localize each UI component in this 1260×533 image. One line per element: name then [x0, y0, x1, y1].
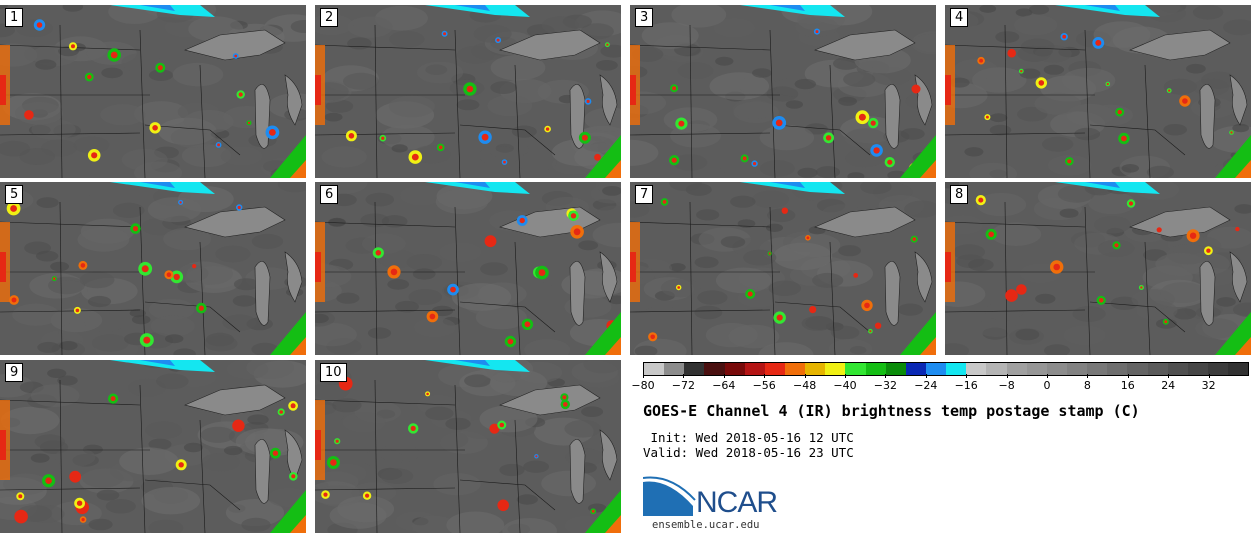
colorbar-tick — [885, 374, 887, 378]
colorbar-cell — [1207, 363, 1229, 375]
colorbar-tick — [1087, 374, 1089, 378]
panel-number-label: 10 — [320, 363, 347, 382]
colorbar-cell — [704, 363, 725, 375]
ncar-logo-icon — [643, 476, 696, 516]
colorbar-cell — [1026, 363, 1047, 375]
ir-map — [0, 360, 306, 533]
ir-map — [315, 182, 621, 355]
colorbar-cell — [845, 363, 866, 375]
colorbar-cell — [1107, 363, 1128, 375]
colorbar-cell — [885, 363, 906, 375]
logo-url: ensemble.ucar.edu — [652, 519, 760, 531]
colorbar-tick-label: −48 — [792, 379, 817, 392]
ir-map — [315, 360, 621, 533]
colorbar-cell — [966, 363, 987, 375]
colorbar-tick-label: 32 — [1201, 379, 1216, 392]
ensemble-member-panel: 8 — [945, 182, 1251, 355]
ir-map — [945, 182, 1251, 355]
ensemble-member-panel: 9 — [0, 360, 306, 533]
colorbar-cell — [1147, 363, 1168, 375]
colorbar-tick — [1047, 374, 1048, 378]
colorbar-cell — [905, 363, 926, 375]
colorbar-cell — [784, 363, 806, 375]
colorbar-cell — [744, 363, 765, 375]
ensemble-member-panel: 6 — [315, 182, 621, 355]
colorbar-tick-label: −56 — [752, 379, 776, 392]
colorbar-tick — [1208, 374, 1210, 378]
colorbar-cell — [1187, 363, 1208, 375]
colorbar-tick — [966, 374, 968, 378]
panel-number-label: 8 — [950, 185, 969, 204]
colorbar-labels: −80 −72 −64 −56 −48 −40 −32 −24 −16 −8 0 8 16 24 32 — [631, 379, 1249, 393]
colorbar-cell — [946, 363, 967, 375]
colorbar-tick-label: 8 — [1083, 379, 1091, 392]
colorbar-cell — [1228, 363, 1249, 375]
colorbar-tick — [845, 374, 846, 378]
ensemble-member-panel: 4 — [945, 5, 1251, 178]
ensemble-member-panel: 7 — [630, 182, 936, 355]
logo-name: NCAR — [696, 486, 778, 519]
ir-map — [630, 5, 936, 178]
colorbar-cell — [805, 363, 826, 375]
colorbar-tick-label: −24 — [914, 379, 938, 392]
colorbar-tick — [1006, 374, 1008, 378]
ensemble-member-panel: 5 — [0, 182, 306, 355]
colorbar-cell — [825, 363, 846, 375]
colorbar-cell — [1167, 363, 1188, 375]
ir-map — [945, 5, 1251, 178]
ensemble-member-panel: 1 — [0, 5, 306, 178]
panel-number-label: 2 — [320, 8, 339, 27]
ir-map — [0, 182, 306, 355]
colorbar-tick-label: −72 — [671, 379, 695, 392]
ir-map — [0, 5, 306, 178]
colorbar-tick-label: 16 — [1120, 379, 1135, 392]
colorbar-cell — [865, 363, 886, 375]
ensemble-member-panel: 3 — [630, 5, 936, 178]
colorbar-tick — [804, 374, 806, 378]
init-time: Init: Wed 2018-05-16 12 UTC — [643, 430, 854, 445]
panel-number-label: 9 — [5, 363, 24, 382]
colorbar-cell — [925, 363, 947, 375]
colorbar-cell — [1066, 363, 1088, 375]
colorbar-tick — [723, 374, 725, 378]
colorbar-cell — [1127, 363, 1148, 375]
colorbar-cell — [1087, 363, 1108, 375]
colorbar-cell — [644, 363, 665, 375]
ir-map — [630, 182, 936, 355]
colorbar-tick — [925, 374, 927, 378]
panel-number-label: 3 — [635, 8, 654, 27]
colorbar-tick-label: −64 — [712, 379, 736, 392]
colorbar-cell — [664, 363, 685, 375]
colorbar-tick — [683, 374, 685, 378]
colorbar-cell — [1046, 363, 1067, 375]
panel-number-label: 6 — [320, 185, 339, 204]
colorbar-cell — [764, 363, 785, 375]
colorbar-tick-label: −8 — [998, 379, 1015, 392]
colorbar-tick-label: −40 — [833, 379, 857, 392]
colorbar-cell — [986, 363, 1007, 375]
colorbar-cell — [684, 363, 705, 375]
colorbar-tick-label: 24 — [1161, 379, 1176, 392]
ir-map — [315, 5, 621, 178]
figure-title: GOES-E Channel 4 (IR) brightness temp po… — [643, 402, 1140, 420]
colorbar-cell — [724, 363, 745, 375]
colorbar-tick-label: −80 — [631, 379, 655, 392]
colorbar-tick — [1127, 374, 1129, 378]
ensemble-member-panel: 2 — [315, 5, 621, 178]
panel-number-label: 4 — [950, 8, 969, 27]
panel-number-label: 5 — [5, 185, 24, 204]
colorbar-tick-label: −32 — [873, 379, 897, 392]
colorbar-tick — [1168, 374, 1170, 378]
colorbar-tick — [643, 374, 644, 378]
valid-time: Valid: Wed 2018-05-16 23 UTC — [643, 445, 854, 460]
panel-number-label: 1 — [5, 8, 24, 27]
colorbar-tick-label: 0 — [1043, 379, 1051, 392]
colorbar — [643, 362, 1249, 376]
ensemble-member-panel: 10 — [315, 360, 621, 533]
colorbar-tick — [764, 374, 766, 378]
colorbar-cell — [1006, 363, 1027, 375]
colorbar-tick-label: −16 — [954, 379, 978, 392]
panel-number-label: 7 — [635, 185, 654, 204]
